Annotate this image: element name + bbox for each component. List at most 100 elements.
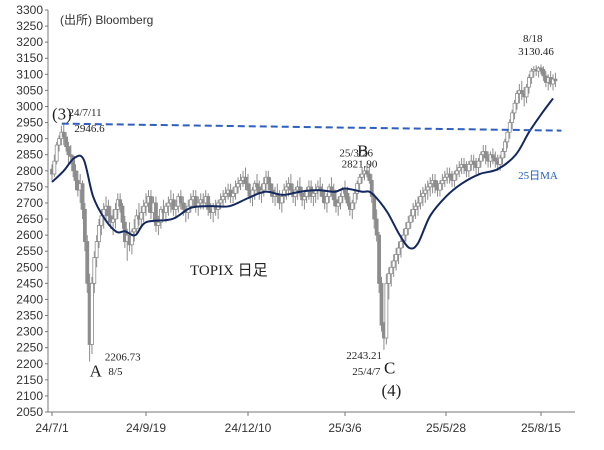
x-tick-label: 25/5/28 <box>426 421 466 435</box>
candle-body <box>288 183 293 191</box>
candle-body <box>433 180 437 188</box>
candle-body <box>80 183 85 210</box>
candle-body <box>428 183 433 188</box>
candle-body <box>336 202 341 207</box>
candle-body <box>503 141 507 152</box>
candle-body <box>141 205 146 214</box>
y-tick-label: 2300 <box>16 325 43 339</box>
candle-body <box>396 247 401 255</box>
y-tick-label: 2500 <box>16 260 43 274</box>
candle-body <box>423 189 428 194</box>
candle-body <box>515 93 519 104</box>
y-tick-label: 2200 <box>16 357 43 371</box>
candle-body <box>106 205 111 217</box>
candle-body <box>367 173 372 181</box>
candle-body <box>311 192 316 197</box>
candle-body <box>490 154 495 159</box>
candle-body <box>331 189 336 201</box>
y-tick-label: 2100 <box>16 389 43 403</box>
candle-body <box>94 241 99 259</box>
candle-body <box>384 282 389 339</box>
x-tick-label: 24/7/1 <box>35 421 69 435</box>
source-label: (出所) Bloomberg <box>60 13 153 27</box>
y-tick-label: 2350 <box>16 309 43 323</box>
candle-body <box>411 208 416 217</box>
candle-body <box>500 151 505 159</box>
candle-body <box>284 186 289 191</box>
y-tick-label: 2150 <box>16 373 43 387</box>
candle-body <box>134 215 139 230</box>
candle-body <box>360 173 364 178</box>
candle-body <box>493 157 498 162</box>
candle-body <box>236 183 240 188</box>
candle-body <box>156 221 161 226</box>
candle-body <box>144 202 148 207</box>
candle-body <box>377 234 381 284</box>
candle-body <box>164 205 168 214</box>
candle-body <box>352 192 357 204</box>
chart-annotation: 2206.73 <box>105 352 141 364</box>
resistance-line-layer <box>61 122 562 132</box>
chart-annotation: (4) <box>382 381 402 400</box>
chart-annotation: 2821.90 <box>342 159 378 171</box>
candle-body <box>238 180 243 185</box>
candle-body <box>408 215 413 223</box>
candle-body <box>309 186 314 197</box>
candle-body <box>539 67 543 70</box>
candle-body <box>416 202 420 207</box>
y-tick-label: 2850 <box>16 148 43 162</box>
candle-body <box>406 221 411 230</box>
candle-body <box>173 205 178 210</box>
candle-body <box>476 160 481 168</box>
candle-body <box>519 90 524 95</box>
chart-annotation: 2946.6 <box>74 123 105 135</box>
candle-body <box>471 160 476 165</box>
candle-body <box>529 70 534 78</box>
y-tick-label: 2050 <box>16 405 43 419</box>
candle-body <box>325 196 329 204</box>
candle-body <box>57 138 61 146</box>
candle-body <box>365 170 369 175</box>
candle-body <box>418 196 423 204</box>
candle-body <box>297 186 302 194</box>
y-tick-label: 2800 <box>16 164 43 178</box>
candle-body <box>266 176 271 185</box>
candle-body <box>282 189 286 197</box>
chart-annotation: (3) <box>52 104 72 123</box>
candle-body <box>457 167 462 172</box>
x-tick-label: 24/9/19 <box>126 421 166 435</box>
candle-body <box>261 183 266 191</box>
chart-annotation: A <box>90 362 103 381</box>
candle-body <box>394 254 399 262</box>
x-axis: 24/7/1 24/9/19 24/12/10 25/3/6 25/5/28 25/8/1… <box>35 411 575 435</box>
y-tick-label: 2550 <box>16 244 43 258</box>
candle-body <box>374 218 379 236</box>
resistance-line <box>61 122 562 132</box>
candle-body <box>181 202 186 210</box>
y-tick-label: 2900 <box>16 132 43 146</box>
candle-body <box>71 155 76 172</box>
candle-body <box>369 180 374 197</box>
chart-annotation: 3130.46 <box>518 46 554 58</box>
candle-body <box>551 78 555 85</box>
y-tick-label: 2250 <box>16 341 43 355</box>
candle-body <box>372 196 377 220</box>
candle-body <box>302 196 307 201</box>
candle-body <box>512 102 517 114</box>
y-tick-label: 3200 <box>16 35 43 49</box>
candle-body <box>553 78 558 82</box>
y-tick-label: 3250 <box>16 19 43 33</box>
candle-body <box>54 144 59 162</box>
candle-body <box>386 273 391 284</box>
candle-body <box>510 112 515 123</box>
candles-layer <box>50 64 558 362</box>
chart-annotation: 25日MA <box>518 170 558 182</box>
candle-body <box>154 202 158 226</box>
candle-body <box>338 196 343 204</box>
candle-body <box>221 196 226 201</box>
y-axis: 2050 2100 2150 2200 2250 2300 2350 2400 2450 2500… <box>16 3 49 419</box>
candle-body <box>355 183 360 194</box>
candle-body <box>73 170 78 181</box>
candle-body <box>403 228 408 236</box>
